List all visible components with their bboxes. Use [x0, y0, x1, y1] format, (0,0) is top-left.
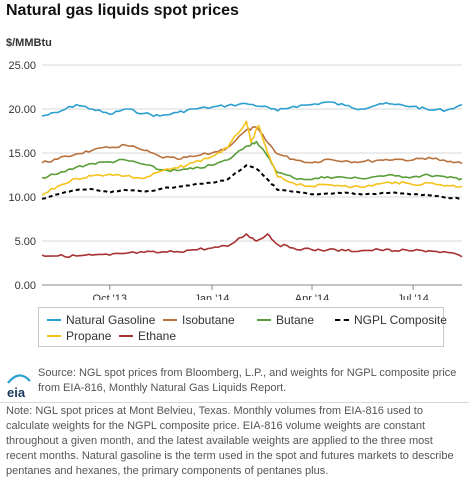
- legend-item: Propane: [47, 329, 111, 343]
- legend-item: Butane: [257, 313, 314, 327]
- legend-label: Ethane: [138, 329, 177, 343]
- y-tick-label: 10.00: [8, 192, 36, 204]
- eia-logo-text: eia: [7, 385, 26, 400]
- series-line-ethane: [41, 233, 463, 259]
- y-axis-unit-label: $/MMBtu: [6, 37, 52, 49]
- x-tick-label: Jul '14: [397, 293, 428, 300]
- legend-swatch: [47, 335, 61, 337]
- series-line-butane: [41, 140, 463, 181]
- legend-swatch: [335, 319, 349, 321]
- chart-legend: Natural Gasoline Isobutane Butane NGPL Comp…: [38, 307, 447, 347]
- y-tick-label: 0.00: [15, 280, 36, 292]
- legend-item: Isobutane: [163, 313, 235, 327]
- legend-item: Ethane: [119, 329, 176, 343]
- series-line-propane: [41, 120, 463, 196]
- y-tick-label: 5.00: [15, 236, 36, 248]
- source-text: Source: NGL spot prices from Bloomberg, …: [38, 367, 457, 394]
- y-tick-label: 15.00: [8, 148, 36, 160]
- series-line-isobutane: [41, 126, 463, 165]
- legend-label: NGPL Composite: [354, 313, 447, 327]
- legend-label: Natural Gasoline: [66, 313, 156, 327]
- legend-item: NGPL Composite: [335, 313, 447, 327]
- line-chart: 0.00 5.00 10.00 15.00 20.00 25.00 Oct '13 Jan '…: [8, 60, 463, 300]
- legend-label: Butane: [276, 313, 315, 327]
- legend-swatch: [119, 335, 133, 337]
- y-tick-label: 25.00: [8, 60, 36, 72]
- legend-label: Isobutane: [182, 313, 235, 327]
- chart-title: Natural gas liquids spot prices: [6, 2, 239, 19]
- eia-logo: eia: [7, 374, 31, 400]
- x-tick-label: Jan '14: [194, 293, 229, 300]
- legend-label: Propane: [66, 329, 112, 343]
- divider: [0, 402, 469, 403]
- legend-swatch: [257, 319, 271, 321]
- legend-swatch: [163, 319, 177, 321]
- legend-item: Natural Gasoline: [47, 313, 155, 327]
- series-line-natural-gasoline: [41, 101, 463, 118]
- x-tick-label: Apr '14: [295, 293, 330, 300]
- note-text: Note: NGL spot prices at Mont Belvieu, T…: [6, 405, 454, 477]
- legend-swatch: [47, 319, 61, 321]
- y-tick-label: 20.00: [8, 104, 36, 116]
- x-tick-label: Oct '13: [93, 293, 128, 300]
- series-line-ngpl-composite: [41, 164, 463, 200]
